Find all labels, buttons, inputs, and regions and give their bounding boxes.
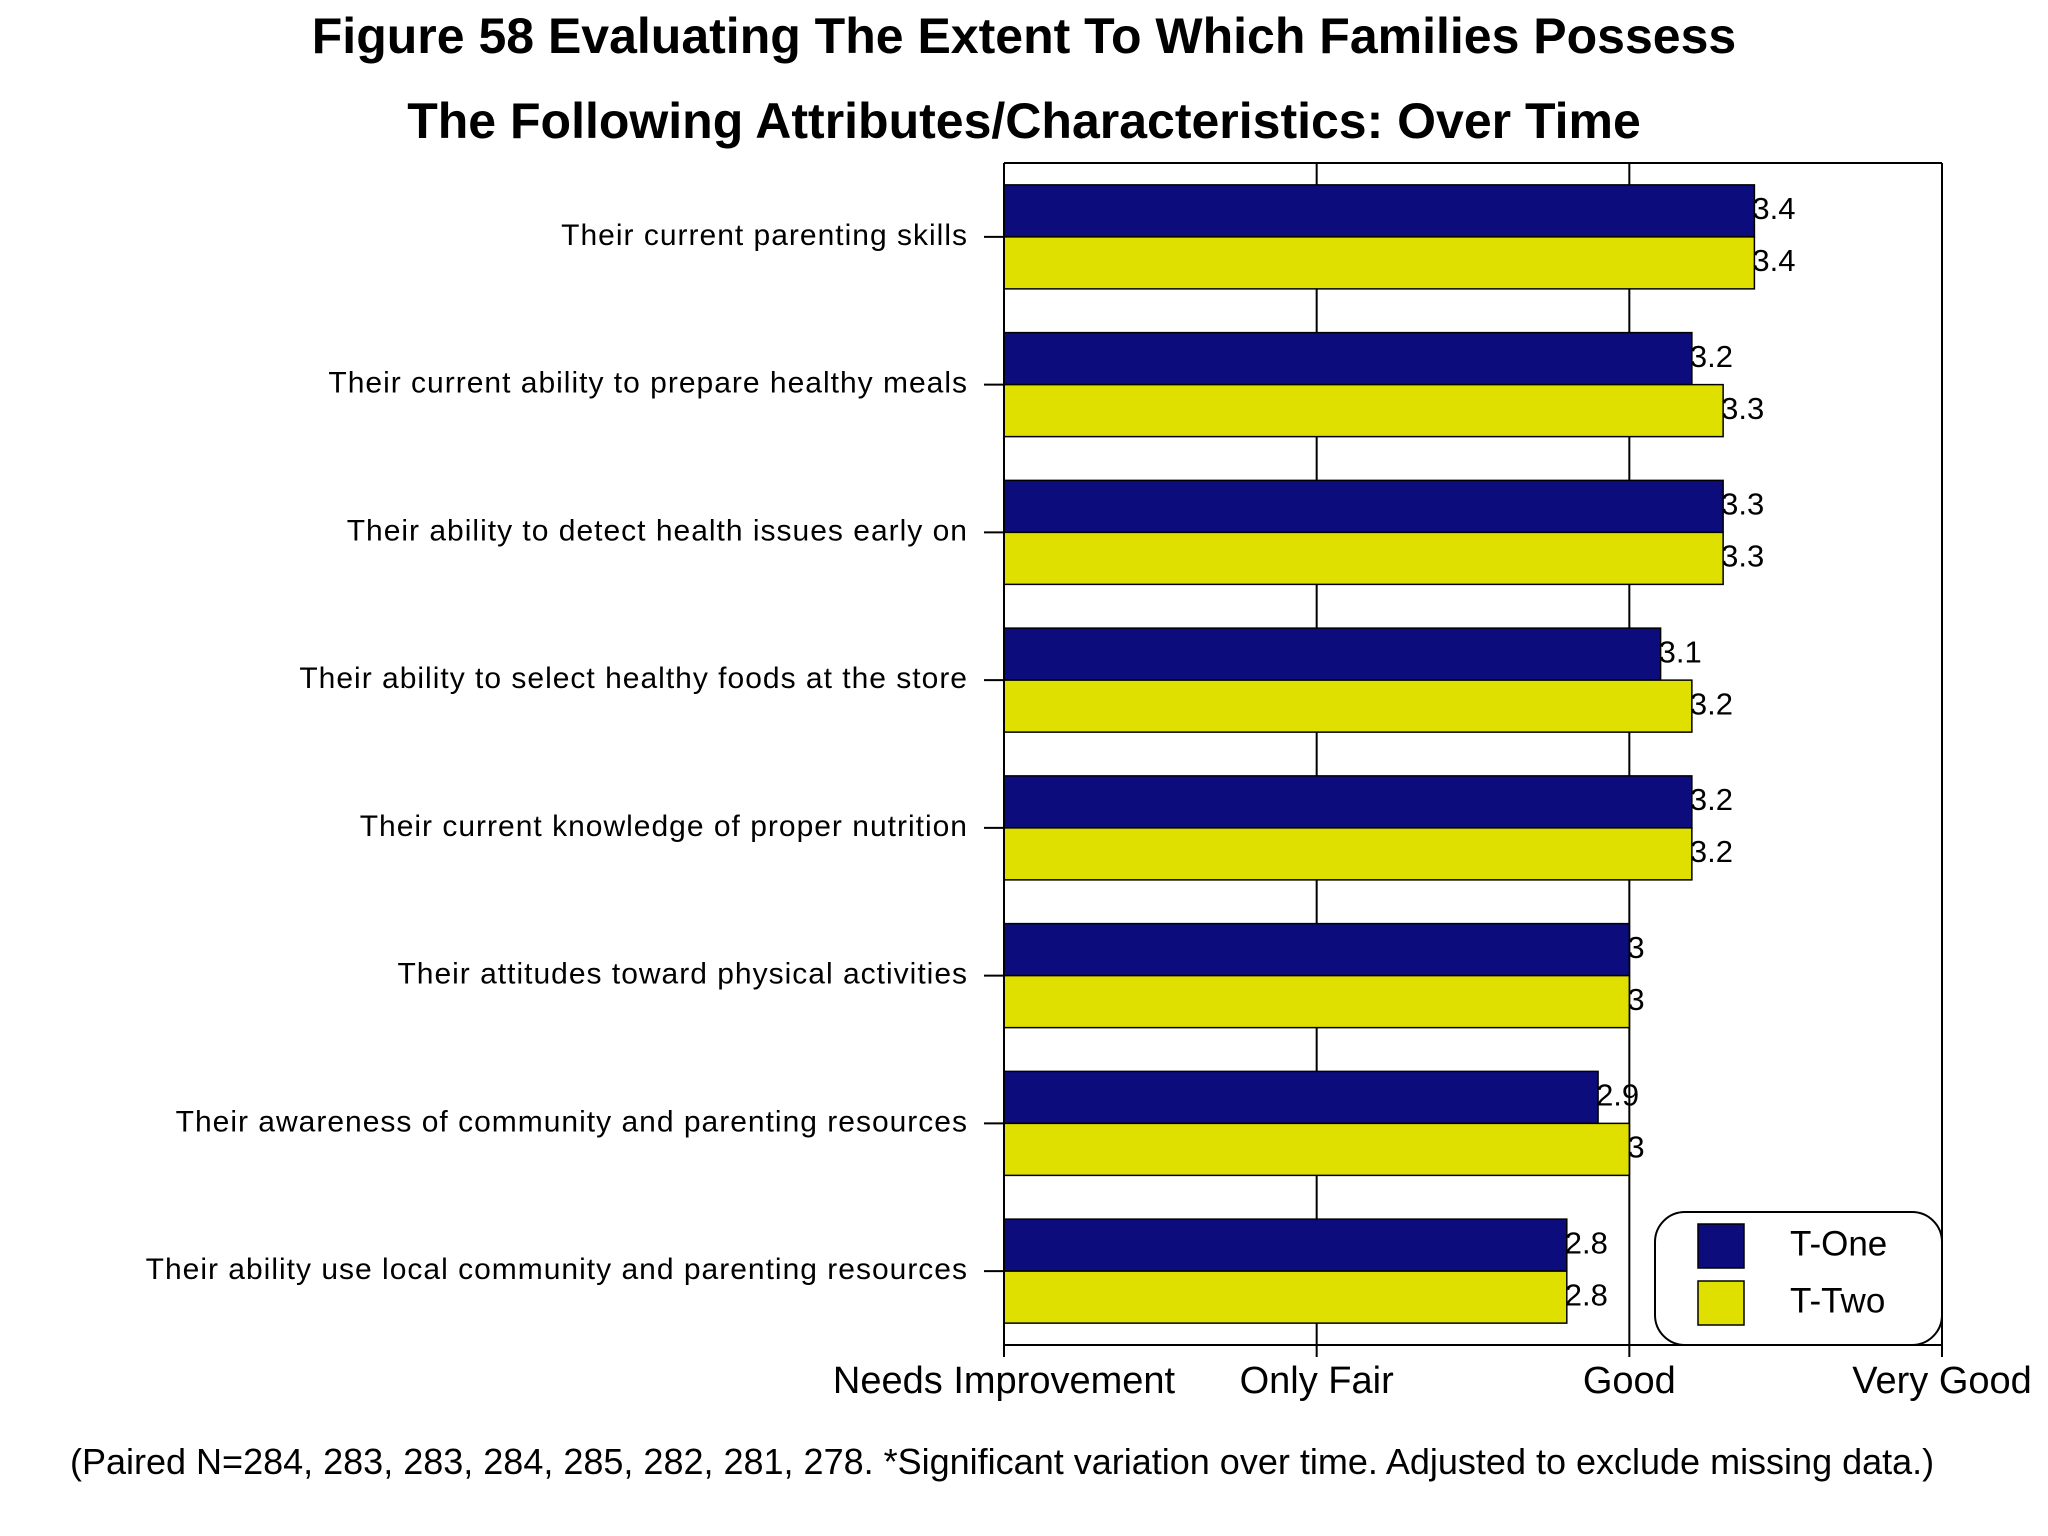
y-tick-label: Their current knowledge of proper nutrit… <box>360 810 968 843</box>
data-label: 3 <box>1627 982 1644 1017</box>
legend-label: T-Two <box>1790 1281 1885 1320</box>
bar <box>1003 1122 1631 1177</box>
data-label: 3.4 <box>1752 243 1795 278</box>
legend-swatch <box>1697 1280 1745 1326</box>
y-tick-label: Their ability use local community and pa… <box>146 1253 968 1286</box>
data-label: 2.8 <box>1565 1277 1608 1312</box>
data-label: 3.3 <box>1721 539 1764 574</box>
y-tick-label: Their current ability to prepare healthy… <box>328 367 968 400</box>
data-label: 2.9 <box>1596 1078 1639 1113</box>
legend-swatch <box>1697 1223 1745 1269</box>
chart-title: Figure 58 Evaluating The Extent To Which… <box>312 8 1736 64</box>
data-label: 3.3 <box>1721 391 1764 426</box>
data-label: 2.8 <box>1565 1225 1608 1260</box>
data-label: 3.4 <box>1752 191 1795 226</box>
bar <box>1003 184 1756 238</box>
data-label: 3 <box>1627 930 1644 965</box>
bar <box>1003 922 1631 977</box>
data-label: 3.1 <box>1659 634 1702 669</box>
data-label: 3.2 <box>1690 339 1733 374</box>
bar <box>1003 531 1724 586</box>
bar <box>1003 236 1756 290</box>
bar <box>1003 974 1631 1029</box>
footnote: (Paired N=284, 283, 283, 284, 285, 282, … <box>70 1441 1935 1482</box>
data-label: 3.2 <box>1690 834 1733 869</box>
bar <box>1003 627 1662 681</box>
bar <box>1003 1270 1568 1324</box>
y-tick-label: Their ability to select healthy foods at… <box>299 662 968 695</box>
data-label: 3.2 <box>1690 782 1733 817</box>
bar <box>1003 827 1693 881</box>
x-tick-label: Very Good <box>1852 1360 2032 1402</box>
y-tick-label: Their awareness of community and parenti… <box>176 1105 968 1138</box>
y-tick-label: Their current parenting skills <box>561 219 968 252</box>
bar <box>1003 383 1724 438</box>
x-tick-label: Only Fair <box>1240 1360 1394 1402</box>
bar <box>1003 479 1724 534</box>
bar <box>1003 331 1693 386</box>
bar <box>1003 679 1693 733</box>
y-tick-label: Their attitudes toward physical activiti… <box>397 958 968 991</box>
data-label: 3.3 <box>1721 487 1764 522</box>
x-tick-label: Needs Improvement <box>833 1360 1176 1402</box>
data-label: 3 <box>1627 1130 1644 1165</box>
bar <box>1003 775 1693 829</box>
data-label: 3.2 <box>1690 686 1733 721</box>
chart-title: The Following Attributes/Characteristics… <box>407 93 1641 149</box>
legend-label: T-One <box>1790 1224 1887 1263</box>
y-tick-label: Their ability to detect health issues ea… <box>347 514 968 547</box>
x-tick-label: Good <box>1583 1360 1676 1402</box>
bar <box>1003 1218 1568 1272</box>
bar <box>1003 1070 1599 1125</box>
